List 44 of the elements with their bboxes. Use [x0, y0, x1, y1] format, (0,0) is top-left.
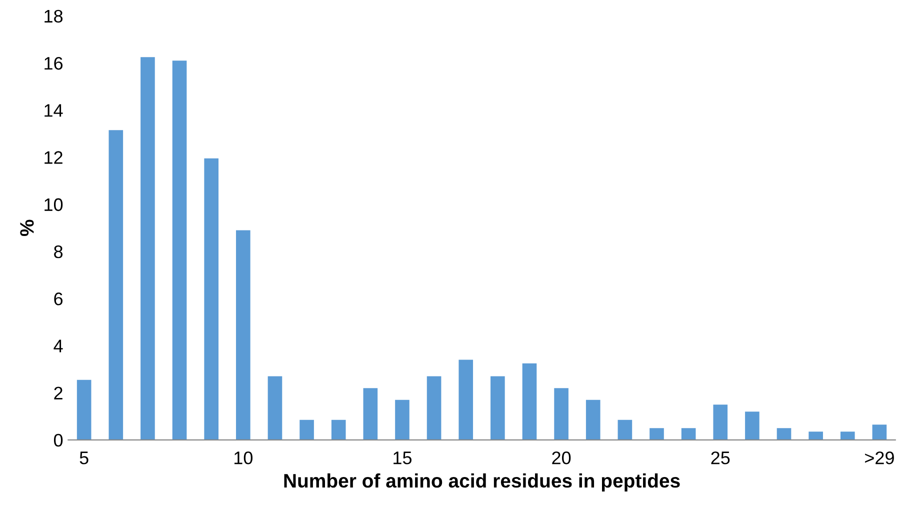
bar [650, 428, 664, 440]
bar [300, 420, 314, 440]
y-tick-label: 10 [44, 198, 63, 212]
bar [236, 230, 250, 440]
bar [490, 376, 505, 440]
x-axis-title: Number of amino acid residues in peptides [284, 473, 680, 492]
bar [458, 360, 474, 440]
x-tick-label: 5 [80, 452, 88, 464]
y-tick-label: 14 [44, 104, 63, 117]
bar [808, 432, 823, 440]
x-tick-label: >29 [865, 451, 894, 464]
bar [140, 57, 155, 440]
bar [172, 60, 187, 440]
x-tick-label: 10 [234, 451, 252, 464]
bar [681, 428, 696, 440]
bar [554, 388, 568, 440]
y-tick-label: 6 [54, 292, 63, 306]
bar [395, 400, 410, 440]
y-tick-label: 2 [54, 386, 62, 400]
x-tick-label: 25 [711, 451, 730, 464]
bar [363, 388, 378, 440]
bar [586, 400, 600, 440]
y-axis-title: % [20, 220, 34, 236]
bar [745, 412, 760, 440]
bar [108, 130, 124, 440]
bar [331, 420, 346, 440]
bar [776, 428, 792, 440]
bar [522, 363, 537, 440]
y-tick-label: 12 [44, 151, 62, 164]
bar [76, 380, 92, 440]
bar [618, 420, 632, 440]
y-tick-label: 18 [44, 10, 63, 23]
x-tick-label: 20 [552, 451, 571, 464]
y-tick-label: 16 [44, 56, 63, 70]
x-tick-label: 15 [394, 452, 412, 464]
bar [268, 376, 282, 440]
bar [840, 432, 855, 440]
bar [872, 424, 887, 440]
y-tick-label: 4 [54, 340, 63, 352]
bar [713, 404, 728, 440]
y-tick-label: 8 [54, 245, 63, 258]
bar [426, 376, 442, 440]
y-tick-label: 0 [54, 434, 63, 447]
bar [204, 158, 218, 440]
